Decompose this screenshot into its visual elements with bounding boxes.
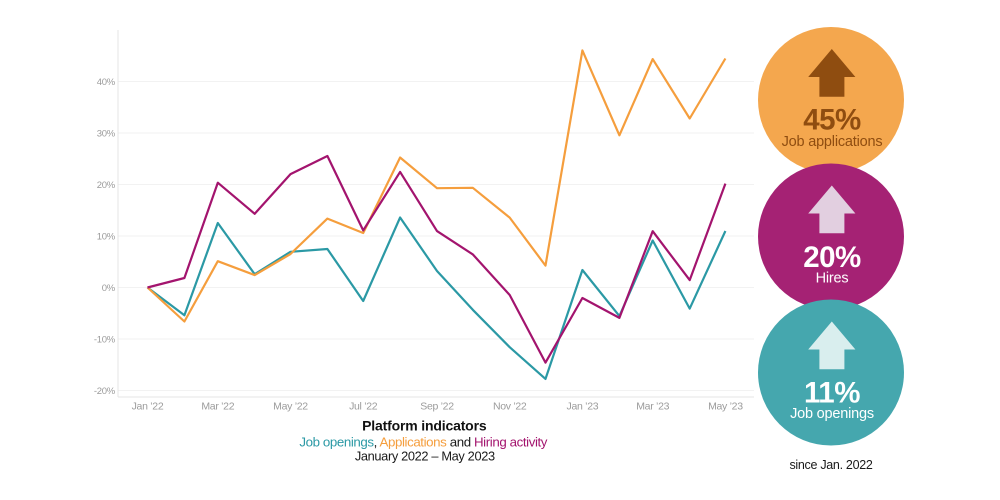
svg-text:20%: 20% (803, 241, 861, 274)
svg-text:Platform indicators: Platform indicators (362, 418, 487, 434)
svg-text:since Jan. 2022: since Jan. 2022 (789, 458, 872, 472)
svg-text:20%: 20% (97, 180, 116, 191)
svg-text:30%: 30% (97, 129, 116, 140)
svg-text:-10%: -10% (94, 335, 116, 346)
svg-text:11%: 11% (804, 377, 860, 410)
svg-text:Mar ’22: Mar ’22 (201, 400, 234, 412)
svg-text:Nov ’22: Nov ’22 (493, 400, 527, 412)
svg-text:0%: 0% (102, 283, 116, 294)
svg-text:January 2022 – May 2023: January 2022 – May 2023 (355, 449, 495, 464)
svg-text:Jan ’23: Jan ’23 (567, 400, 599, 412)
svg-text:Jan ’22: Jan ’22 (132, 400, 164, 412)
svg-text:May ’22: May ’22 (273, 400, 308, 412)
svg-text:Job openings, Applications and: Job openings, Applications and Hiring ac… (299, 434, 547, 449)
svg-text:Sep ’22: Sep ’22 (420, 400, 454, 412)
svg-text:45%: 45% (803, 103, 861, 136)
svg-text:Jul ’22: Jul ’22 (349, 400, 378, 412)
svg-text:Mar ’23: Mar ’23 (636, 400, 669, 412)
svg-text:Job openings: Job openings (790, 406, 874, 422)
svg-text:May ’23: May ’23 (708, 400, 743, 412)
svg-text:40%: 40% (97, 77, 116, 88)
svg-text:Hires: Hires (816, 270, 849, 286)
svg-text:-20%: -20% (94, 386, 116, 397)
svg-text:Job applications: Job applications (782, 134, 883, 150)
svg-text:10%: 10% (97, 232, 116, 243)
